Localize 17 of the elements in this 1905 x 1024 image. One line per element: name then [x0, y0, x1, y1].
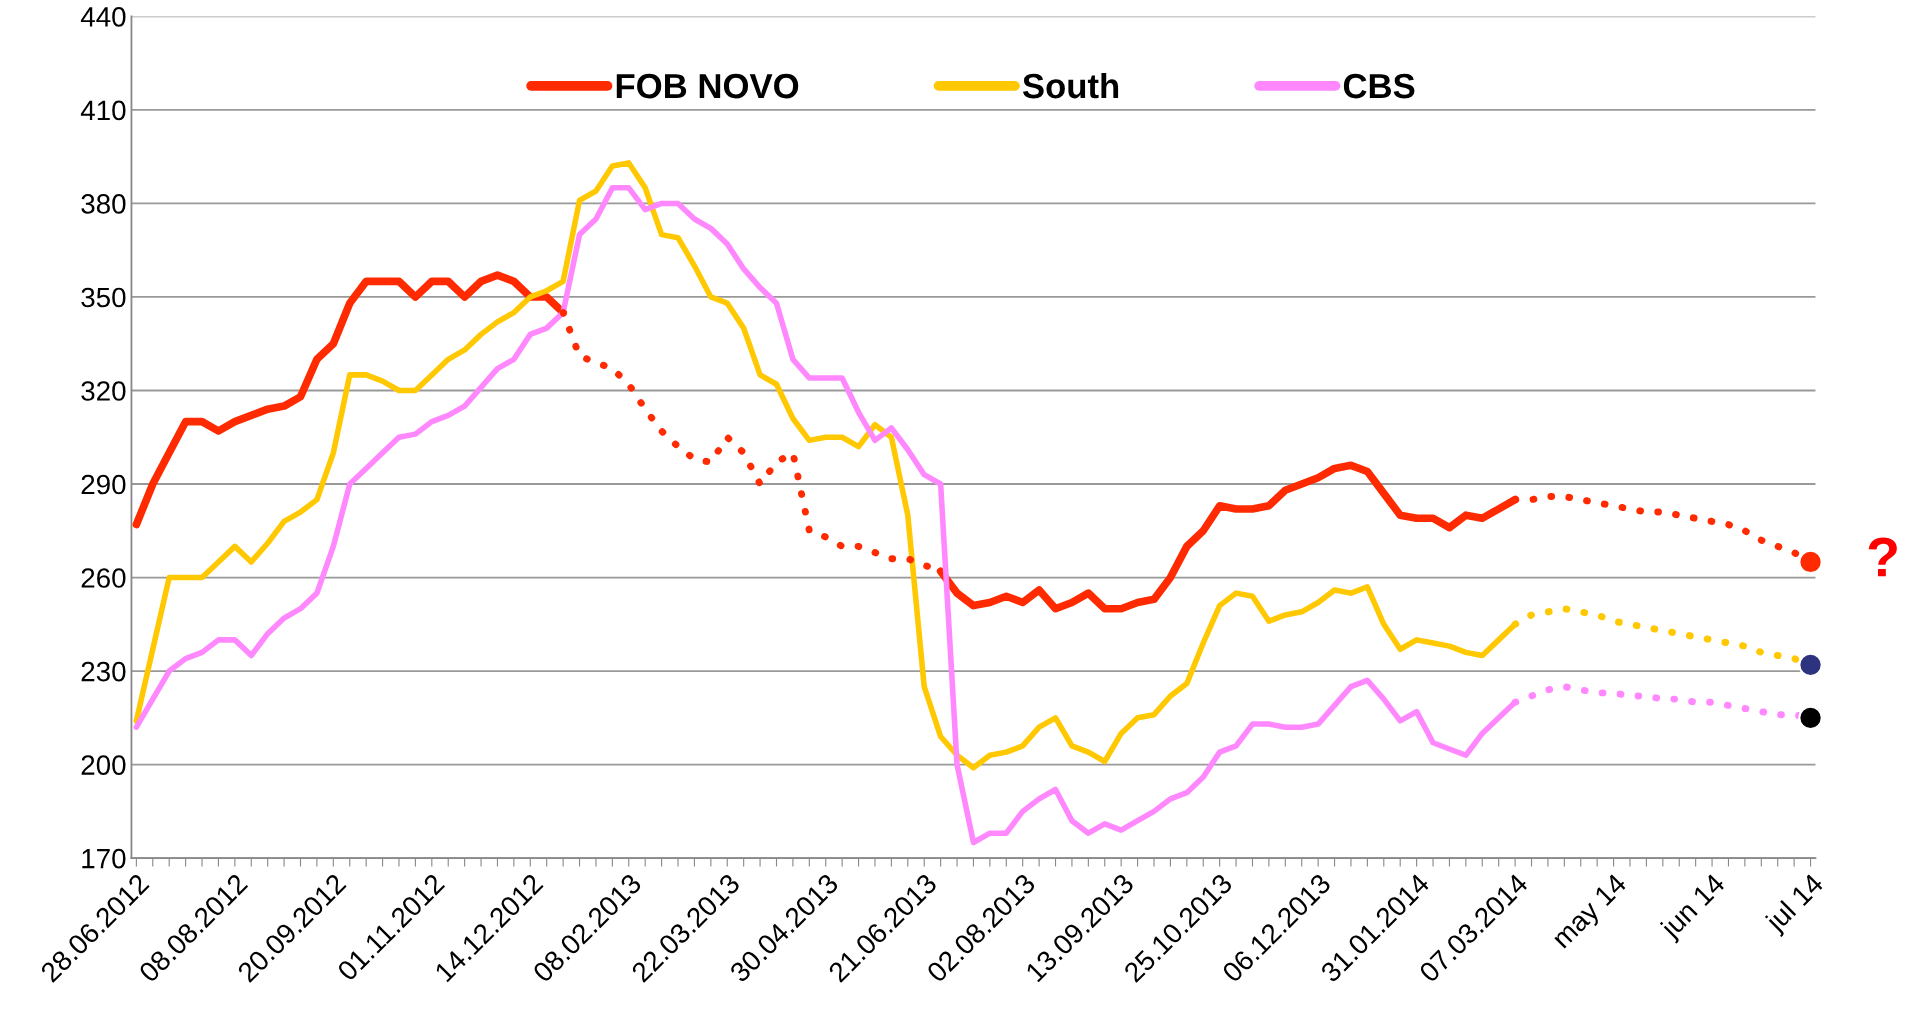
y-tick-label: 290 [81, 474, 126, 495]
x-tick-label: jun 14 [1658, 871, 1730, 944]
y-tick-label: 410 [80, 100, 126, 121]
x-tick-label: jul 14 [1763, 871, 1829, 938]
y-tick-label: 320 [81, 381, 126, 401]
y-tick-label: 350 [81, 287, 126, 308]
y-tick-label: 260 [81, 568, 126, 588]
x-tick-label: may 14 [1551, 872, 1632, 953]
annotation: ? [1868, 537, 1897, 577]
y-tick-label: 440 [80, 7, 126, 27]
legend-label: South [1022, 72, 1119, 99]
y-tick-label: 380 [81, 194, 126, 214]
y-tick-label: 200 [81, 755, 126, 775]
legend-label: CBS [1343, 73, 1415, 99]
y-tick-label: 170 [82, 848, 126, 869]
y-tick-label: 230 [81, 661, 126, 682]
legend-label: FOB NOVO [616, 73, 799, 99]
